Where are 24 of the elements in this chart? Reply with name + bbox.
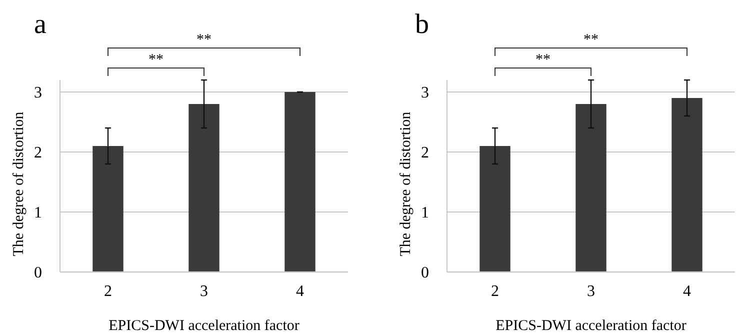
y-axis-title: The degree of distortion	[398, 111, 414, 256]
y-tick-label: 1	[421, 204, 429, 222]
y-tick-label: 2	[421, 144, 429, 162]
text: **	[148, 52, 164, 68]
y-tick-label: 2	[34, 144, 42, 162]
x-axis-title: EPICS-DWI acceleration factor	[496, 318, 686, 334]
x-tick-label: 3	[587, 283, 595, 300]
x-tick-label: 2	[104, 283, 112, 300]
y-tick-label: 0	[34, 264, 42, 282]
x-tick-label: 2	[491, 283, 499, 300]
y-axis-title: The degree of distortion	[11, 111, 27, 256]
x-tick-label: 4	[296, 283, 304, 300]
text: **	[196, 32, 212, 48]
y-tick-label: 3	[421, 84, 429, 102]
y-tick-label: 3	[34, 84, 42, 102]
x-axis-title: EPICS-DWI acceleration factor	[108, 318, 300, 334]
chart-title: a	[34, 9, 47, 40]
x-tick-label: 3	[200, 283, 208, 300]
y-tick-label: 1	[34, 204, 42, 222]
y-tick-label: 0	[421, 264, 429, 282]
x-tick-label: 4	[683, 283, 691, 300]
text: **	[536, 52, 550, 68]
text: **	[584, 32, 598, 48]
chart-title: b	[415, 9, 429, 40]
